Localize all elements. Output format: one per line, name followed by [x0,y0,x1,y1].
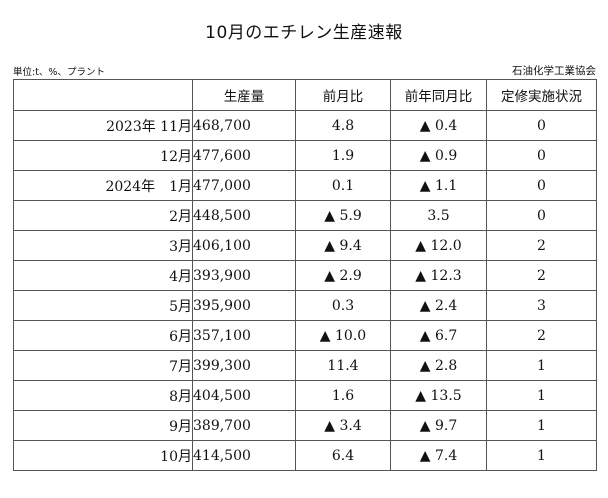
cell-period: 8月 [13,380,193,411]
table-body: 2023年 11月 468,700 4.8 ▲ 0.4 0 12月 477,600 1.9 ▲ … [13,110,597,471]
cell-period: 2024年 1月 [13,170,193,201]
cell-production: 468,700 [192,110,296,141]
cell-period: 10月 [13,440,193,471]
cell-month-over-month: ▲ 9.4 [295,230,391,261]
cell-year-over-year: 3.5 [390,200,487,231]
cell-maintenance: 1 [486,350,597,381]
cell-maintenance: 1 [486,440,597,471]
cell-period: 5月 [13,290,193,321]
cell-maintenance: 2 [486,230,597,261]
table-row: 12月 477,600 1.9 ▲ 0.9 0 [13,140,597,171]
cell-month-over-month: ▲ 2.9 [295,260,391,291]
cell-production: 393,900 [192,260,296,291]
cell-year-over-year: ▲ 9.7 [390,410,487,441]
cell-period: 2月 [13,200,193,231]
cell-maintenance: 0 [486,170,597,201]
cell-month-over-month: ▲ 10.0 [295,320,391,351]
header-period [13,79,193,111]
ethylene-production-table: 生産量 前月比 前年同月比 定修実施状況 2023年 11月 468,700 4.8… [13,79,597,471]
cell-production: 414,500 [192,440,296,471]
cell-period: 7月 [13,350,193,381]
source-note: 石油化学工業協会 [512,65,596,77]
table-header-row: 生産量 前月比 前年同月比 定修実施状況 [13,79,597,111]
table-row: 6月 357,100 ▲ 10.0 ▲ 6.7 2 [13,320,597,351]
cell-period: 3月 [13,230,193,261]
cell-month-over-month: 1.9 [295,140,391,171]
table-row: 2024年 1月 477,000 0.1 ▲ 1.1 0 [13,170,597,201]
cell-year-over-year: ▲ 12.0 [390,230,487,261]
cell-month-over-month: ▲ 3.4 [295,410,391,441]
cell-year-over-year: ▲ 1.1 [390,170,487,201]
table-row: 8月 404,500 1.6 ▲ 13.5 1 [13,380,597,411]
cell-period: 6月 [13,320,193,351]
cell-year-over-year: ▲ 2.4 [390,290,487,321]
cell-month-over-month: 0.1 [295,170,391,201]
cell-period: 12月 [13,140,193,171]
cell-production: 389,700 [192,410,296,441]
table-row: 4月 393,900 ▲ 2.9 ▲ 12.3 2 [13,260,597,291]
cell-year-over-year: ▲ 2.8 [390,350,487,381]
cell-year-over-year: ▲ 0.4 [390,110,487,141]
cell-maintenance: 3 [486,290,597,321]
header-maintenance: 定修実施状況 [486,79,597,111]
cell-maintenance: 2 [486,320,597,351]
cell-production: 477,600 [192,140,296,171]
cell-month-over-month: 0.3 [295,290,391,321]
cell-maintenance: 1 [486,380,597,411]
cell-month-over-month: 4.8 [295,110,391,141]
cell-period: 2023年 11月 [13,110,193,141]
cell-year-over-year: ▲ 6.7 [390,320,487,351]
cell-production: 404,500 [192,380,296,411]
table-row: 10月 414,500 6.4 ▲ 7.4 1 [13,440,597,471]
cell-month-over-month: ▲ 5.9 [295,200,391,231]
cell-maintenance: 0 [486,110,597,141]
cell-production: 477,000 [192,170,296,201]
cell-production: 357,100 [192,320,296,351]
cell-period: 9月 [13,410,193,441]
cell-production: 395,900 [192,290,296,321]
header-production: 生産量 [192,79,296,111]
header-year-over-year: 前年同月比 [390,79,487,111]
cell-production: 448,500 [192,200,296,231]
cell-maintenance: 1 [486,410,597,441]
cell-production: 399,300 [192,350,296,381]
cell-month-over-month: 11.4 [295,350,391,381]
table-row: 3月 406,100 ▲ 9.4 ▲ 12.0 2 [13,230,597,261]
table-row: 2023年 11月 468,700 4.8 ▲ 0.4 0 [13,110,597,141]
cell-month-over-month: 1.6 [295,380,391,411]
page-title: 10月のエチレン生産速報 [205,23,403,43]
cell-year-over-year: ▲ 12.3 [390,260,487,291]
cell-period: 4月 [13,260,193,291]
table-row: 9月 389,700 ▲ 3.4 ▲ 9.7 1 [13,410,597,441]
table-row: 7月 399,300 11.4 ▲ 2.8 1 [13,350,597,381]
cell-year-over-year: ▲ 13.5 [390,380,487,411]
unit-note: 単位:t、%、プラント [13,67,105,78]
cell-year-over-year: ▲ 7.4 [390,440,487,471]
cell-maintenance: 0 [486,200,597,231]
cell-month-over-month: 6.4 [295,440,391,471]
table-row: 5月 395,900 0.3 ▲ 2.4 3 [13,290,597,321]
cell-production: 406,100 [192,230,296,261]
cell-maintenance: 2 [486,260,597,291]
cell-year-over-year: ▲ 0.9 [390,140,487,171]
header-month-over-month: 前月比 [295,79,391,111]
cell-maintenance: 0 [486,140,597,171]
table-row: 2月 448,500 ▲ 5.9 3.5 0 [13,200,597,231]
